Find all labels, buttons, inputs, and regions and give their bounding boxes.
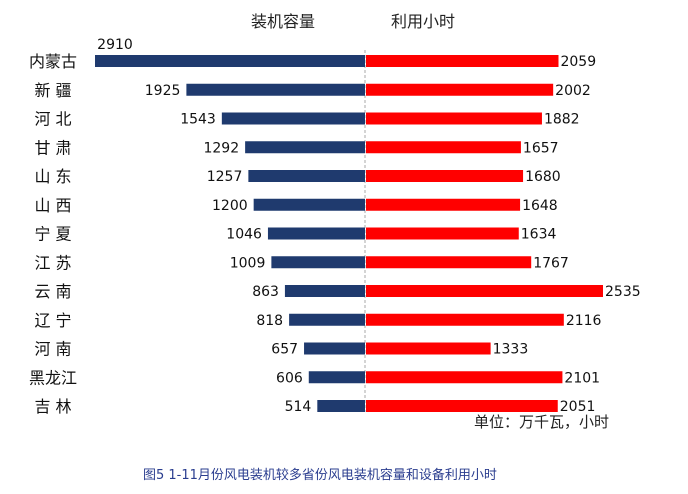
hours-value-label: 1882 (544, 112, 580, 128)
capacity-value-label: 1543 (180, 112, 216, 128)
hours-value-label: 1333 (493, 342, 529, 358)
capacity-value-label: 818 (256, 313, 283, 329)
hours-bar (366, 170, 524, 182)
province-label: 内蒙古 (29, 52, 77, 71)
hours-value-label: 2051 (560, 399, 596, 415)
province-label: 黑龙江 (29, 368, 77, 387)
province-label: 云 南 (34, 282, 71, 301)
province-label: 山 东 (34, 167, 71, 186)
capacity-bar (304, 342, 365, 355)
capacity-bar (317, 400, 365, 412)
capacity-value-label: 863 (252, 284, 279, 300)
capacity-bar (221, 112, 365, 125)
hours-bar (366, 55, 559, 67)
hours-bar (366, 227, 519, 240)
capacity-bar (284, 285, 365, 297)
capacity-value-label: 1200 (212, 198, 248, 214)
figure-caption: 图5 1-11月份风电装机较多省份风电装机容量和设备利用小时 (143, 468, 497, 483)
hours-value-label: 2101 (564, 370, 600, 386)
capacity-bar (308, 371, 365, 384)
hours-bar (366, 83, 554, 96)
hours-bar (366, 285, 603, 297)
capacity-value-label: 606 (276, 370, 303, 386)
capacity-bar (271, 256, 365, 269)
hours-value-label: 1767 (533, 255, 569, 271)
hours-bar (366, 141, 521, 154)
hours-bar (366, 400, 558, 412)
province-label: 山 西 (34, 196, 71, 215)
province-label: 吉 林 (34, 397, 71, 416)
capacity-bar (186, 83, 365, 96)
unit-label: 单位：万千瓦，小时 (474, 413, 609, 431)
hours-bar (366, 198, 521, 211)
legend-left-header: 装机容量 (251, 12, 315, 31)
capacity-value-label: 2910 (97, 37, 133, 53)
chart-rows: 内蒙古 2910 2059 新 疆 1925 2002 河 北 1543 1882 甘 肃 1292… (29, 37, 641, 416)
province-label: 河 南 (34, 340, 71, 359)
capacity-value-label: 1257 (207, 169, 243, 185)
capacity-bar (289, 313, 365, 326)
hours-bar (366, 112, 542, 125)
hours-bar (366, 371, 563, 384)
capacity-bar (95, 55, 365, 67)
capacity-bar (253, 198, 365, 211)
capacity-value-label: 1046 (226, 227, 262, 243)
capacity-bar (267, 227, 365, 240)
capacity-bar (245, 141, 365, 154)
capacity-value-label: 1292 (203, 140, 239, 156)
hours-value-label: 1648 (522, 198, 558, 214)
hours-value-label: 2002 (555, 83, 591, 99)
hours-value-label: 2059 (560, 54, 596, 70)
hours-bar (366, 342, 491, 355)
province-label: 甘 肃 (34, 138, 71, 157)
hours-value-label: 1657 (523, 140, 559, 156)
hours-value-label: 1680 (525, 169, 561, 185)
legend-right-header: 利用小时 (391, 12, 455, 31)
province-label: 新 疆 (34, 81, 71, 100)
capacity-value-label: 1925 (145, 83, 181, 99)
capacity-value-label: 657 (271, 342, 298, 358)
hours-value-label: 2535 (605, 284, 641, 300)
hours-bar (366, 256, 532, 269)
hours-value-label: 2116 (566, 313, 602, 329)
hours-bar (366, 313, 564, 326)
capacity-bar (248, 170, 365, 182)
capacity-value-label: 514 (285, 399, 312, 415)
province-label: 河 北 (34, 110, 71, 129)
province-label: 宁 夏 (34, 225, 71, 244)
hours-value-label: 1634 (521, 227, 557, 243)
province-label: 江 苏 (34, 253, 71, 272)
capacity-value-label: 1009 (230, 255, 266, 271)
province-label: 辽 宁 (34, 311, 71, 330)
